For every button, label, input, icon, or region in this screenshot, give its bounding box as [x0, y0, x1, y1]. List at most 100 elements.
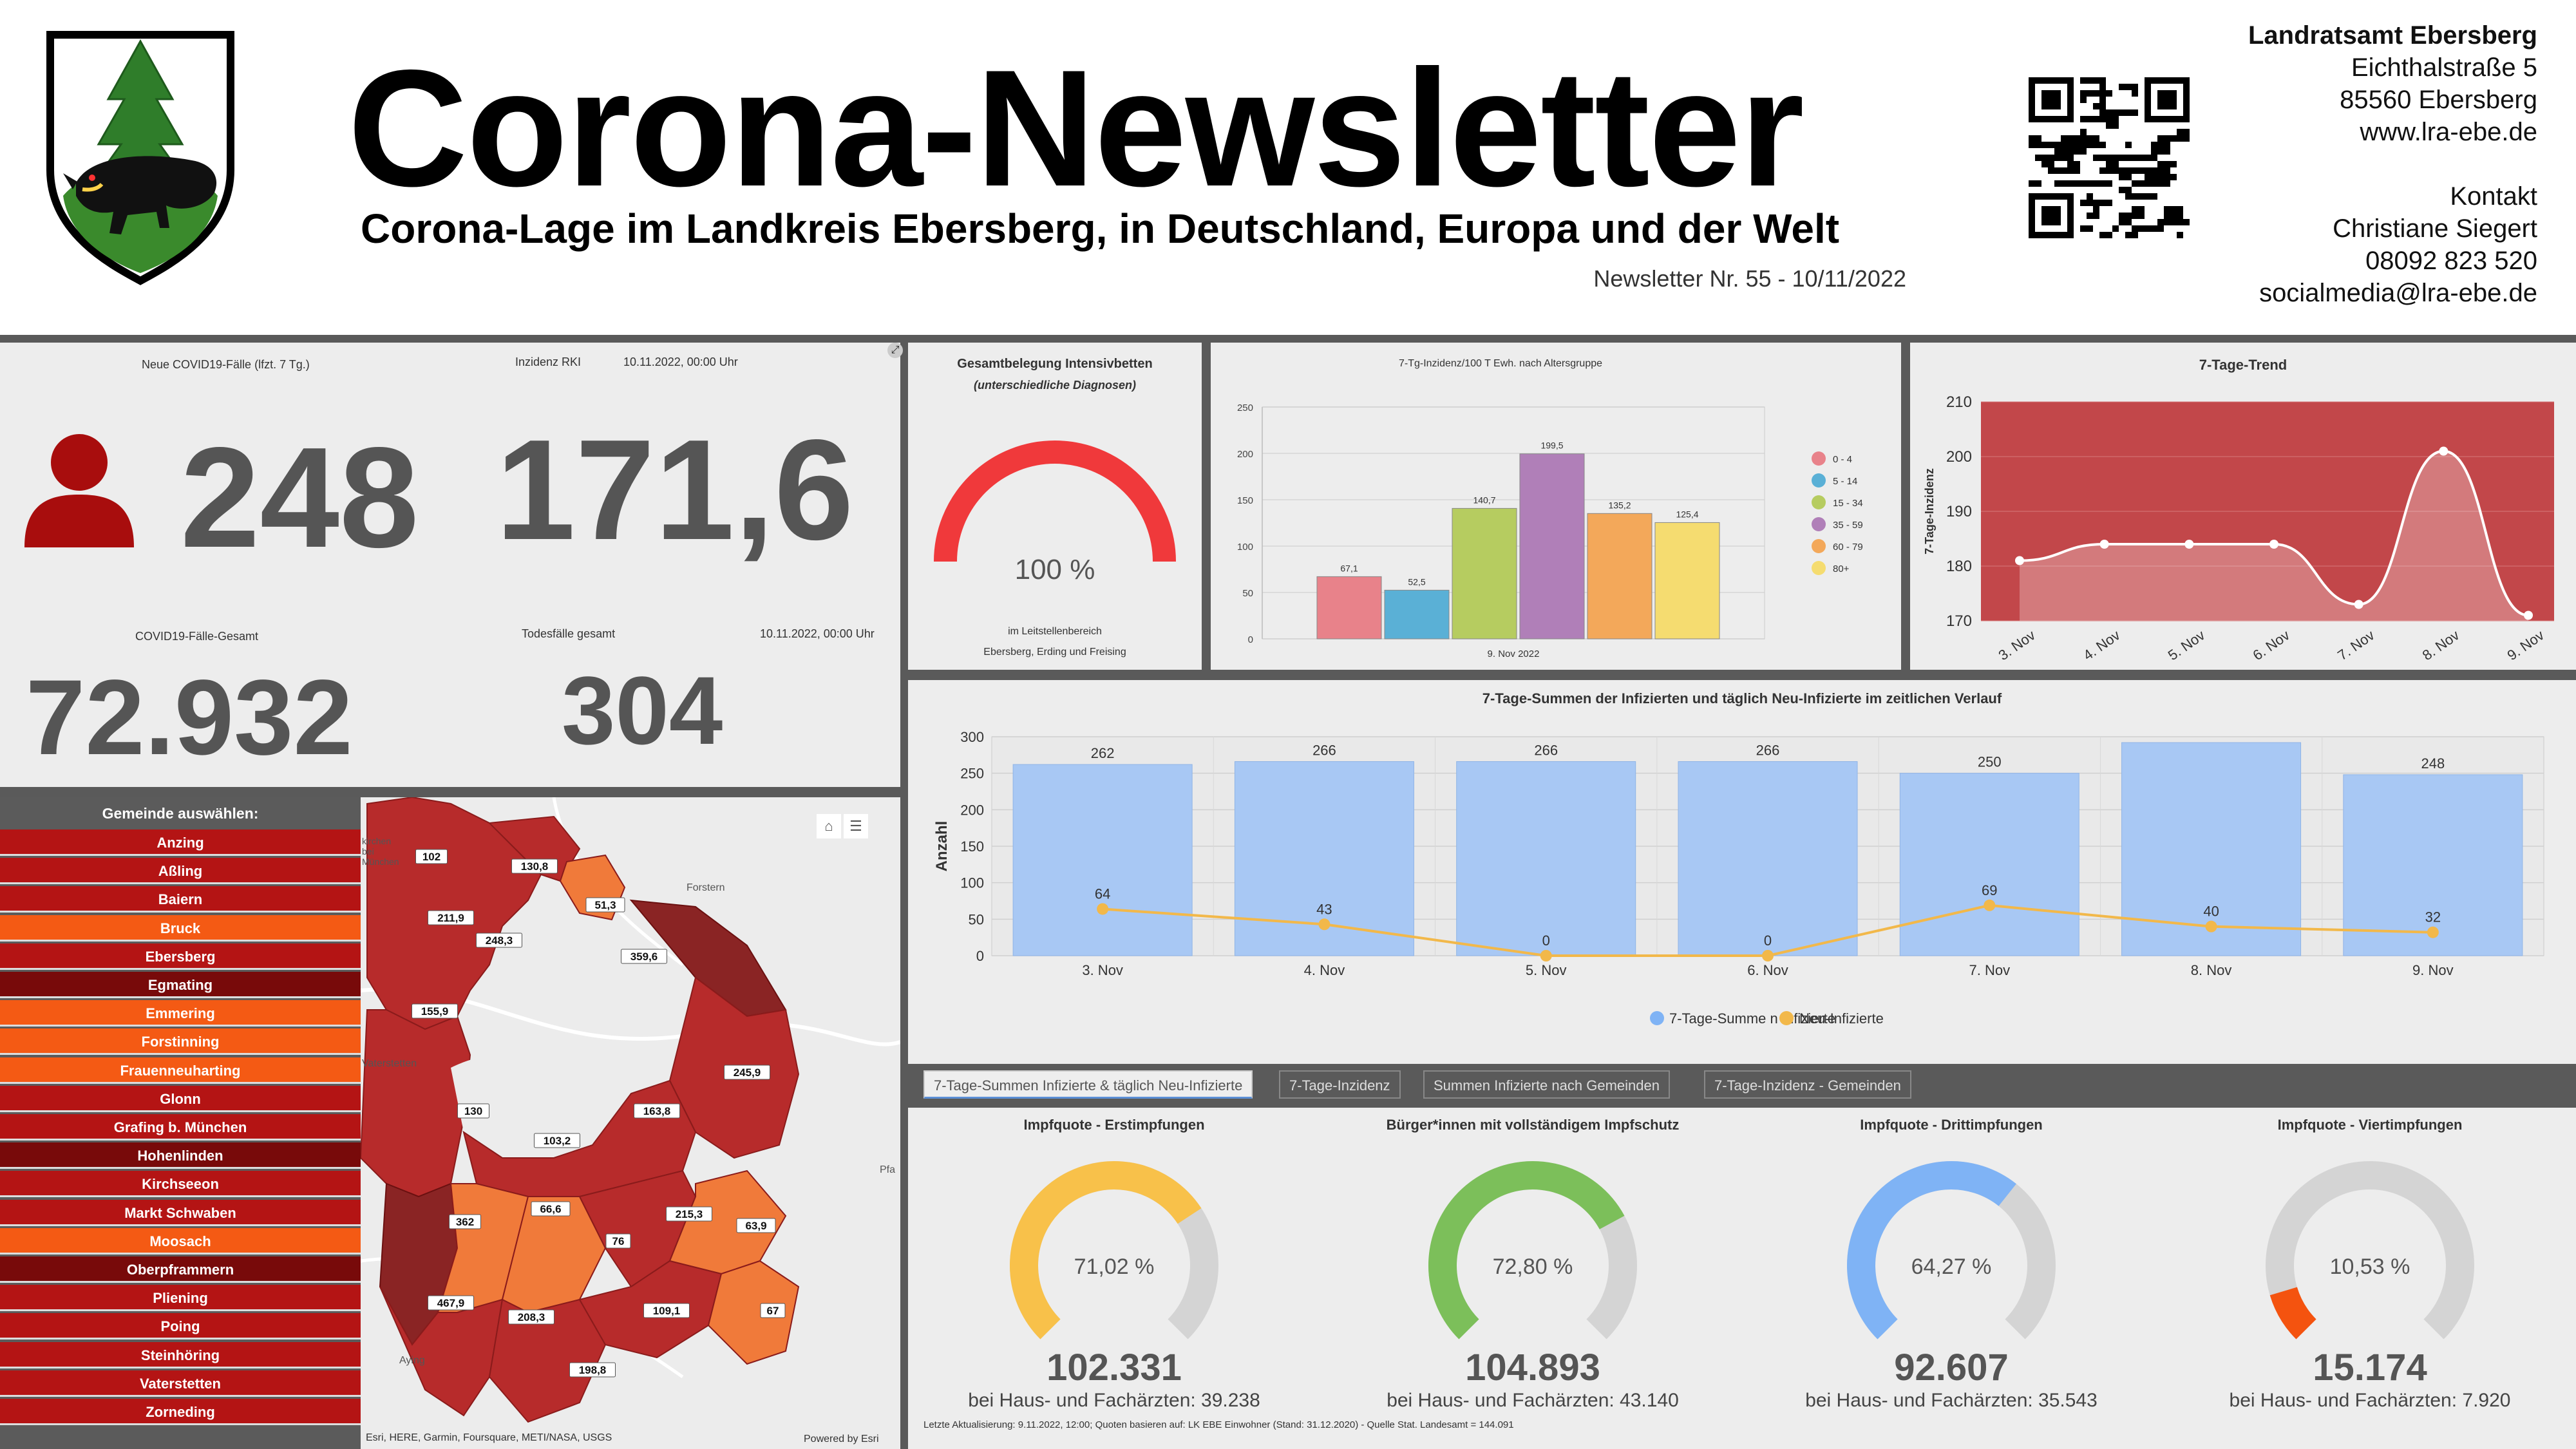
tab-inzidenz-gemeinden[interactable]: 7-Tage-Inzidenz - Gemeinden	[1704, 1070, 1911, 1099]
sum-x-tick: 7. Nov	[1969, 962, 2010, 978]
tab-summen-gemeinden[interactable]: Summen Infizierte nach Gemeinden	[1423, 1070, 1670, 1099]
gemeinde-item[interactable]: Aßling	[0, 858, 361, 885]
kpi-panel: Neue COVID19-Fälle (lfzt. 7 Tg.) Inziden…	[0, 343, 903, 787]
tab-summen-neu-infizierte[interactable]: 7-Tage-Summen Infizierte & täglich Neu-I…	[923, 1070, 1253, 1099]
trend-point[interactable]	[2269, 540, 2278, 549]
gemeinde-item[interactable]: Hohenlinden	[0, 1142, 361, 1170]
age-y-tick: 50	[1242, 588, 1253, 599]
sum-bar[interactable]	[1678, 761, 1858, 956]
trend-point[interactable]	[2524, 611, 2533, 620]
trend-y-tick: 190	[1946, 503, 1972, 520]
new-infections-point[interactable]	[2427, 926, 2439, 938]
vaccination-percent: 72,80 %	[1492, 1255, 1573, 1279]
qr-code-icon[interactable]	[2029, 77, 2190, 238]
gemeinde-item[interactable]: Steinhöring	[0, 1341, 361, 1368]
new-infections-point[interactable]	[1762, 950, 1774, 961]
trend-point[interactable]	[2184, 540, 2194, 549]
sum-legend-line: Neu-Infizierte	[1799, 1010, 1884, 1027]
age-legend-swatch	[1812, 473, 1826, 488]
gemeinde-item[interactable]: Kirchseeon	[0, 1171, 361, 1198]
sum-bar[interactable]	[1456, 761, 1636, 956]
gemeinde-item[interactable]: Baiern	[0, 886, 361, 913]
gemeinde-list: Gemeinde auswählen: Anzing Aßling Baiern Br…	[0, 797, 361, 1449]
new-infections-point[interactable]	[1318, 918, 1331, 931]
new-infections-point[interactable]	[1984, 899, 1996, 911]
gemeinde-item[interactable]: Frauenneuharting	[0, 1057, 361, 1084]
new-infections-point[interactable]	[1540, 950, 1552, 961]
trend-point[interactable]	[2354, 600, 2363, 609]
new-infections-label: 40	[2203, 904, 2219, 920]
vaccination-count: 15.174	[2313, 1347, 2427, 1388]
age-chart-title: 7-Tg-Inzidenz/100 T Ewh. nach Altersgrup…	[1398, 358, 1603, 369]
gemeinde-item[interactable]: Pliening	[0, 1285, 361, 1312]
age-y-tick: 100	[1237, 542, 1253, 553]
gemeinde-item[interactable]: Glonn	[0, 1085, 361, 1112]
age-legend-swatch	[1812, 539, 1826, 553]
contact-phone: 08092 823 520	[2365, 247, 2537, 275]
age-bar-label: 199,5	[1540, 440, 1563, 451]
sum-bar-label: 266	[1756, 743, 1780, 759]
map-label-box	[511, 858, 558, 874]
vaccination-gauge	[1010, 1161, 1218, 1340]
new-infections-point[interactable]	[1097, 903, 1109, 915]
gemeinde-item[interactable]: Zorneding	[0, 1399, 361, 1425]
gemeinde-item[interactable]: Egmating	[0, 972, 361, 998]
vaccination-doctors: bei Haus- und Fachärzten: 35.543	[1805, 1390, 2098, 1411]
sum-bar[interactable]	[2343, 774, 2523, 956]
expand-icon[interactable]: ⤢	[887, 343, 903, 358]
tab-7-tage-inzidenz[interactable]: 7-Tage-Inzidenz	[1279, 1070, 1401, 1099]
incidence-value: 171,6	[496, 410, 854, 570]
gemeinde-item[interactable]: Grafing b. München	[0, 1114, 361, 1141]
map-label: 215,3	[676, 1208, 703, 1220]
gauge-track	[2266, 1161, 2474, 1340]
contact-email-link[interactable]: socialmedia@lra-ebe.de	[2259, 279, 2537, 307]
trend-chart-title: 7-Tage-Trend	[2199, 357, 2287, 373]
sum-bar[interactable]	[1899, 773, 2079, 956]
new-infections-point[interactable]	[2205, 920, 2217, 933]
sum-bar-label: 266	[1312, 743, 1336, 759]
age-bar[interactable]	[1587, 513, 1653, 639]
contact-web-link[interactable]: www.lra-ebe.de	[2360, 118, 2537, 146]
legend-list-icon[interactable]: ☰	[844, 814, 868, 838]
vaccination-title: Impfquote - Drittimpfungen	[1860, 1117, 2043, 1133]
district-map[interactable]: 102 130,8 51,3 211,9 248,3 359,6 155,9 245,9 130…	[361, 797, 900, 1449]
sum-bar[interactable]	[1012, 764, 1193, 956]
trend-x-tick: 8. Nov	[2420, 627, 2462, 663]
map-powered-by[interactable]: Powered by Esri	[804, 1434, 879, 1444]
trend-x-tick: 9. Nov	[2504, 627, 2546, 663]
gemeinde-item[interactable]: Anzing	[0, 829, 361, 856]
sum-x-tick: 6. Nov	[1747, 962, 1788, 978]
age-legend-swatch	[1812, 495, 1826, 509]
gemeinde-item[interactable]: Oberpframmern	[0, 1256, 361, 1283]
gemeinde-item[interactable]: Moosach	[0, 1227, 361, 1255]
trend-point[interactable]	[2015, 556, 2024, 565]
gemeinde-item[interactable]: Markt Schwaben	[0, 1199, 361, 1226]
gemeinde-item[interactable]: Poing	[0, 1313, 361, 1340]
age-bar[interactable]	[1519, 453, 1585, 639]
age-bar[interactable]	[1384, 589, 1450, 639]
age-bar[interactable]	[1452, 507, 1517, 639]
trend-area	[2020, 451, 2528, 621]
map-label-box	[428, 1295, 474, 1311]
vaccination-count: 102.331	[1046, 1347, 1182, 1388]
age-bar[interactable]	[1654, 522, 1720, 639]
age-bar[interactable]	[1316, 576, 1382, 639]
total-cases-value: 72.932	[26, 658, 353, 777]
gemeinde-item[interactable]: Emmering	[0, 1000, 361, 1027]
gemeinde-item[interactable]: Bruck	[0, 914, 361, 942]
new-infections-label: 43	[1316, 901, 1332, 917]
age-chart-panel: 7-Tg-Inzidenz/100 T Ewh. nach Altersgrup…	[1211, 343, 1901, 670]
trend-point[interactable]	[2439, 446, 2448, 456]
trend-chart-panel: 7-Tage-Trend 170 180 190 200 210 3. Nov 4. Nov…	[1910, 343, 2576, 670]
age-y-tick: 250	[1237, 402, 1253, 413]
place-kirchen: kirchen bei München	[362, 836, 399, 867]
gemeinde-item[interactable]: Ebersberg	[0, 943, 361, 970]
age-y-tick: 150	[1237, 495, 1253, 506]
home-icon[interactable]: ⌂	[817, 814, 841, 838]
gemeinde-item[interactable]: Forstinning	[0, 1028, 361, 1056]
age-legend-label: 15 - 34	[1833, 498, 1863, 509]
gemeinde-item[interactable]: Vaterstetten	[0, 1370, 361, 1397]
vaccination-doctors: bei Haus- und Fachärzten: 39.238	[968, 1390, 1260, 1411]
deaths-date: 10.11.2022, 00:00 Uhr	[760, 627, 875, 640]
trend-point[interactable]	[2099, 540, 2109, 549]
